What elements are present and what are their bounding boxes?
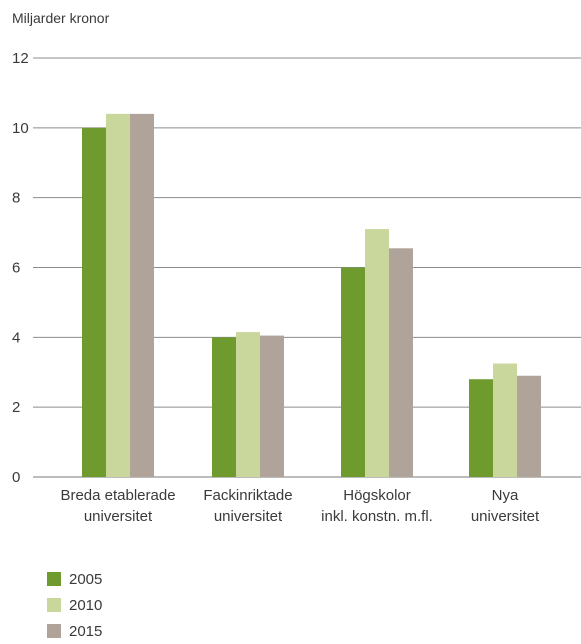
legend-item-2005: 2005	[47, 566, 102, 592]
bar-chart: 0 2 4 6 8 10 12 Breda etablerade universitet Fac…	[12, 50, 581, 525]
legend-swatch-2015	[47, 624, 61, 638]
bar-2010-1	[236, 332, 260, 477]
bar-2015-3	[517, 375, 541, 477]
bar-2005-0	[82, 127, 106, 477]
y-tick-label-10: 10	[12, 120, 29, 137]
legend-label-2005: 2005	[69, 570, 103, 588]
y-tick-label-0: 0	[12, 469, 20, 486]
x-tick-label-0-1: universitet	[84, 508, 153, 525]
legend-swatch-2005	[47, 572, 61, 586]
legend-swatch-2010	[47, 598, 61, 612]
y-tick-label-6: 6	[12, 260, 20, 277]
x-tick-label-1-0: Fackinriktade	[203, 487, 292, 504]
bar-2015-1	[260, 335, 284, 477]
y-tick-label-4: 4	[12, 329, 20, 346]
legend-label-2010: 2010	[69, 596, 103, 614]
y-tick-label-2: 2	[12, 399, 20, 416]
x-tick-label-3-0: Nya	[492, 487, 519, 504]
legend-label-2015: 2015	[69, 622, 103, 640]
y-axis-unit-label: Miljarder kronor	[12, 10, 110, 26]
bar-2010-0	[106, 113, 130, 477]
x-tick-label-3-1: universitet	[471, 508, 540, 525]
x-tick-label-1-1: universitet	[214, 508, 283, 525]
bar-2010-2	[365, 229, 389, 477]
y-tick-label-8: 8	[12, 190, 20, 207]
y-tick-label-12: 12	[12, 50, 29, 67]
bar-2010-3	[493, 363, 517, 477]
bar-2015-2	[389, 248, 413, 477]
legend-item-2010: 2010	[47, 592, 102, 618]
bar-2005-2	[341, 267, 365, 477]
x-tick-label-0-0: Breda etablerade	[60, 487, 175, 504]
legend-item-2015: 2015	[47, 618, 102, 644]
bar-2005-1	[212, 337, 236, 477]
bar-2015-0	[130, 113, 154, 477]
x-tick-label-2-1: inkl. konstn. m.fl.	[321, 508, 433, 525]
legend: 2005 2010 2015	[47, 566, 102, 644]
bar-2005-3	[469, 379, 493, 477]
x-tick-label-2-0: Högskolor	[343, 487, 411, 504]
